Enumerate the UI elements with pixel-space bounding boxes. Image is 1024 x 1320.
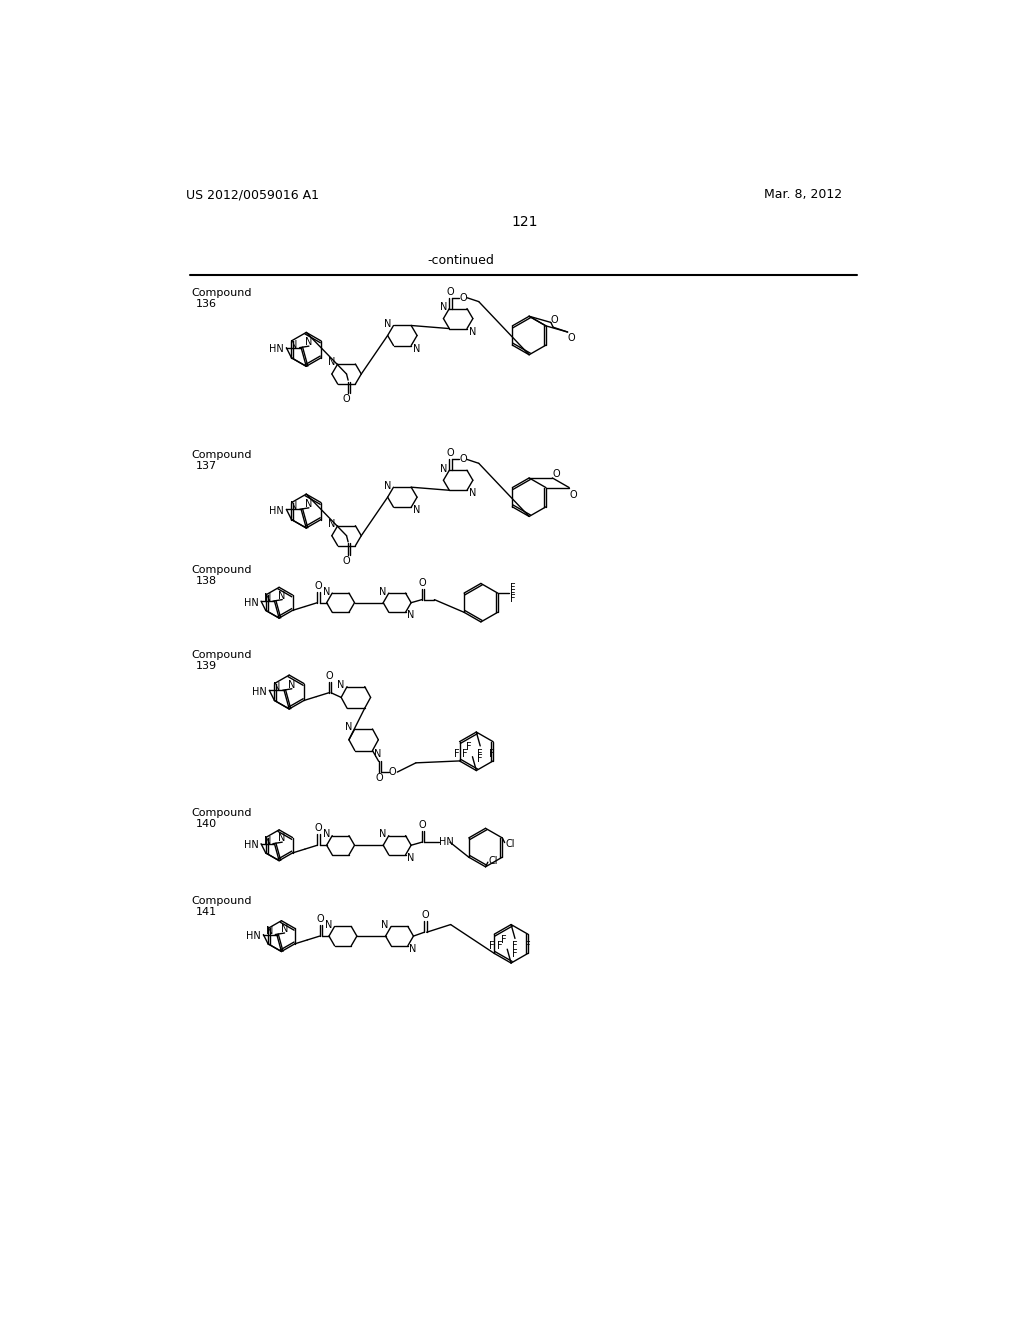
Text: N: N (328, 519, 336, 529)
Text: O: O (460, 454, 467, 465)
Text: Compound: Compound (191, 649, 252, 660)
Text: N: N (323, 829, 330, 840)
Text: F: F (510, 583, 516, 594)
Text: O: O (419, 578, 427, 587)
Text: N: N (281, 924, 288, 935)
Text: O: O (419, 820, 427, 830)
Text: N: N (408, 610, 415, 620)
Text: Compound: Compound (191, 896, 252, 907)
Text: N: N (264, 593, 271, 603)
Text: N: N (305, 499, 312, 510)
Text: Cl: Cl (488, 855, 498, 866)
Text: N: N (384, 319, 391, 329)
Text: HN: HN (269, 345, 284, 354)
Text: N: N (288, 680, 295, 690)
Text: N: N (439, 463, 447, 474)
Text: HN: HN (439, 837, 454, 847)
Text: O: O (421, 911, 429, 920)
Text: Compound: Compound (191, 565, 252, 576)
Text: O: O (326, 671, 334, 681)
Text: HN: HN (247, 931, 261, 941)
Text: F: F (462, 748, 468, 759)
Text: O: O (567, 333, 575, 343)
Text: N: N (384, 480, 391, 491)
Text: F: F (510, 594, 516, 605)
Text: O: O (446, 449, 454, 458)
Text: O: O (569, 490, 577, 500)
Text: F: F (489, 748, 495, 759)
Text: N: N (291, 339, 298, 350)
Text: N: N (325, 920, 332, 929)
Text: N: N (374, 748, 381, 759)
Text: N: N (469, 326, 476, 337)
Text: N: N (413, 343, 420, 354)
Text: O: O (460, 293, 467, 302)
Text: N: N (279, 591, 286, 601)
Text: O: O (343, 556, 350, 566)
Text: N: N (264, 836, 271, 846)
Text: 140: 140 (197, 818, 217, 829)
Text: O: O (389, 767, 396, 777)
Text: HN: HN (252, 686, 267, 697)
Text: Compound: Compound (191, 288, 252, 298)
Text: N: N (273, 682, 281, 692)
Text: O: O (314, 581, 322, 591)
Text: F: F (477, 748, 483, 759)
Text: F: F (466, 742, 471, 752)
Text: O: O (551, 315, 558, 325)
Text: 136: 136 (197, 298, 217, 309)
Text: N: N (323, 586, 330, 597)
Text: F: F (477, 754, 483, 764)
Text: 121: 121 (512, 215, 538, 228)
Text: F: F (488, 941, 495, 952)
Text: N: N (379, 586, 386, 597)
Text: O: O (553, 469, 560, 479)
Text: Cl: Cl (506, 840, 515, 849)
Text: O: O (314, 824, 322, 833)
Text: 137: 137 (197, 461, 217, 471)
Text: Compound: Compound (191, 808, 252, 818)
Text: N: N (379, 829, 386, 840)
Text: US 2012/0059016 A1: US 2012/0059016 A1 (186, 187, 319, 201)
Text: 141: 141 (197, 907, 217, 917)
Text: -continued: -continued (428, 255, 495, 268)
Text: F: F (510, 589, 516, 599)
Text: N: N (408, 853, 415, 863)
Text: O: O (376, 774, 383, 783)
Text: N: N (337, 680, 345, 690)
Text: N: N (410, 944, 417, 954)
Text: O: O (343, 395, 350, 404)
Text: F: F (501, 935, 506, 945)
Text: N: N (439, 302, 447, 312)
Text: F: F (497, 941, 503, 952)
Text: Mar. 8, 2012: Mar. 8, 2012 (764, 187, 842, 201)
Text: HN: HN (244, 598, 259, 607)
Text: N: N (266, 927, 273, 936)
Text: N: N (413, 506, 420, 515)
Text: Compound: Compound (191, 450, 252, 459)
Text: HN: HN (244, 841, 259, 850)
Text: N: N (381, 920, 389, 929)
Text: HN: HN (269, 506, 284, 516)
Text: N: N (291, 502, 298, 511)
Text: O: O (316, 915, 325, 924)
Text: F: F (454, 748, 460, 759)
Text: 139: 139 (197, 661, 217, 671)
Text: F: F (525, 941, 531, 952)
Text: N: N (279, 833, 286, 843)
Text: O: O (446, 286, 454, 297)
Text: N: N (328, 358, 336, 367)
Text: 138: 138 (197, 576, 217, 586)
Text: F: F (512, 941, 518, 952)
Text: N: N (469, 488, 476, 499)
Text: N: N (305, 338, 312, 347)
Text: N: N (345, 722, 352, 733)
Text: F: F (512, 949, 518, 958)
